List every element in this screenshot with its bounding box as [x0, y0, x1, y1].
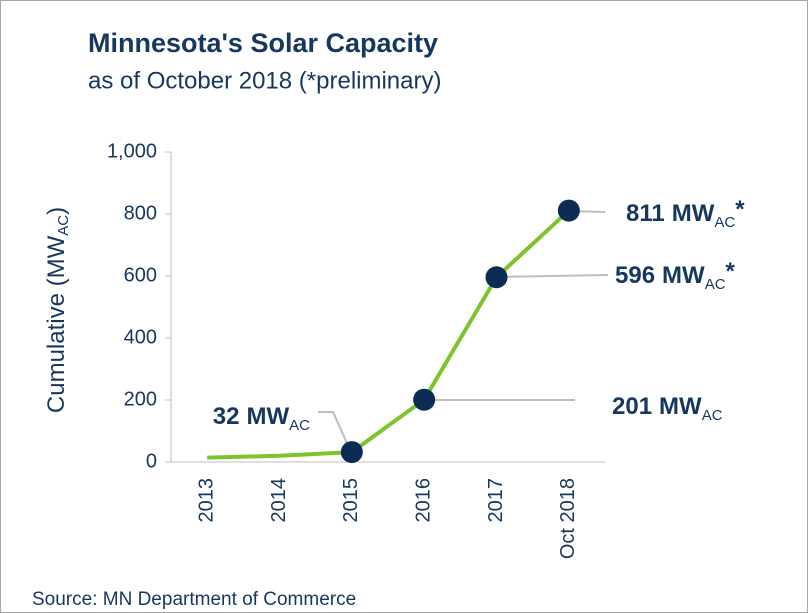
x-tick-label: 2016	[412, 478, 434, 523]
data-label-value: 32	[213, 403, 240, 430]
leader-line	[318, 411, 352, 453]
data-label-unit: MW	[672, 200, 715, 227]
data-label: 596 MWAC*	[615, 258, 736, 293]
x-tick-label: 2017	[485, 478, 507, 523]
x-tick-label: 2015	[340, 478, 362, 523]
data-label-unit: MW	[247, 403, 290, 430]
chart-subtitle: as of October 2018 (*preliminary)	[88, 67, 441, 94]
data-label-unit-sub: AC	[705, 276, 726, 293]
y-tick-label: 1,000	[107, 140, 157, 162]
data-label-marker: *	[735, 196, 745, 223]
source: Source: MN Department of Commerce	[32, 589, 356, 610]
y-tick-label: 400	[124, 326, 157, 348]
y-axis-label-text: Cumulative (MW	[43, 235, 70, 413]
data-label-unit-sub: AC	[714, 214, 735, 231]
data-label-unit-sub: AC	[289, 417, 310, 434]
y-axis-label: Cumulative (MWAC)	[43, 207, 72, 413]
x-tick-label: Oct 2018	[557, 478, 579, 559]
y-tick-label: 200	[124, 388, 157, 410]
data-point	[557, 199, 580, 222]
data-point	[485, 266, 508, 289]
x-tick-label: 2013	[195, 478, 217, 523]
y-tick-label: 0	[146, 450, 157, 472]
data-label-marker: *	[726, 258, 736, 285]
series-line	[207, 209, 571, 460]
data-label-value: 201	[612, 393, 652, 420]
y-axis-label-end: )	[43, 207, 70, 215]
data-label-unit-sub: AC	[702, 407, 723, 424]
leader-line	[495, 274, 609, 278]
y-tick-label: 800	[124, 202, 157, 224]
data-point	[413, 388, 436, 411]
x-tick-label: 2014	[268, 478, 290, 523]
chart-title: Minnesota's Solar Capacity	[88, 28, 438, 58]
data-label-value: 596	[615, 262, 655, 289]
y-tick-label: 600	[124, 264, 157, 286]
y-axis-label-sub: AC	[55, 215, 72, 236]
data-label-unit: MW	[659, 393, 702, 420]
data-point	[340, 441, 363, 464]
data-label: 811 MWAC*	[626, 196, 745, 231]
data-label-unit: MW	[662, 262, 705, 289]
data-label-value: 811	[626, 200, 665, 227]
data-label: 32 MWAC	[213, 403, 310, 434]
data-label: 201 MWAC	[612, 393, 723, 424]
